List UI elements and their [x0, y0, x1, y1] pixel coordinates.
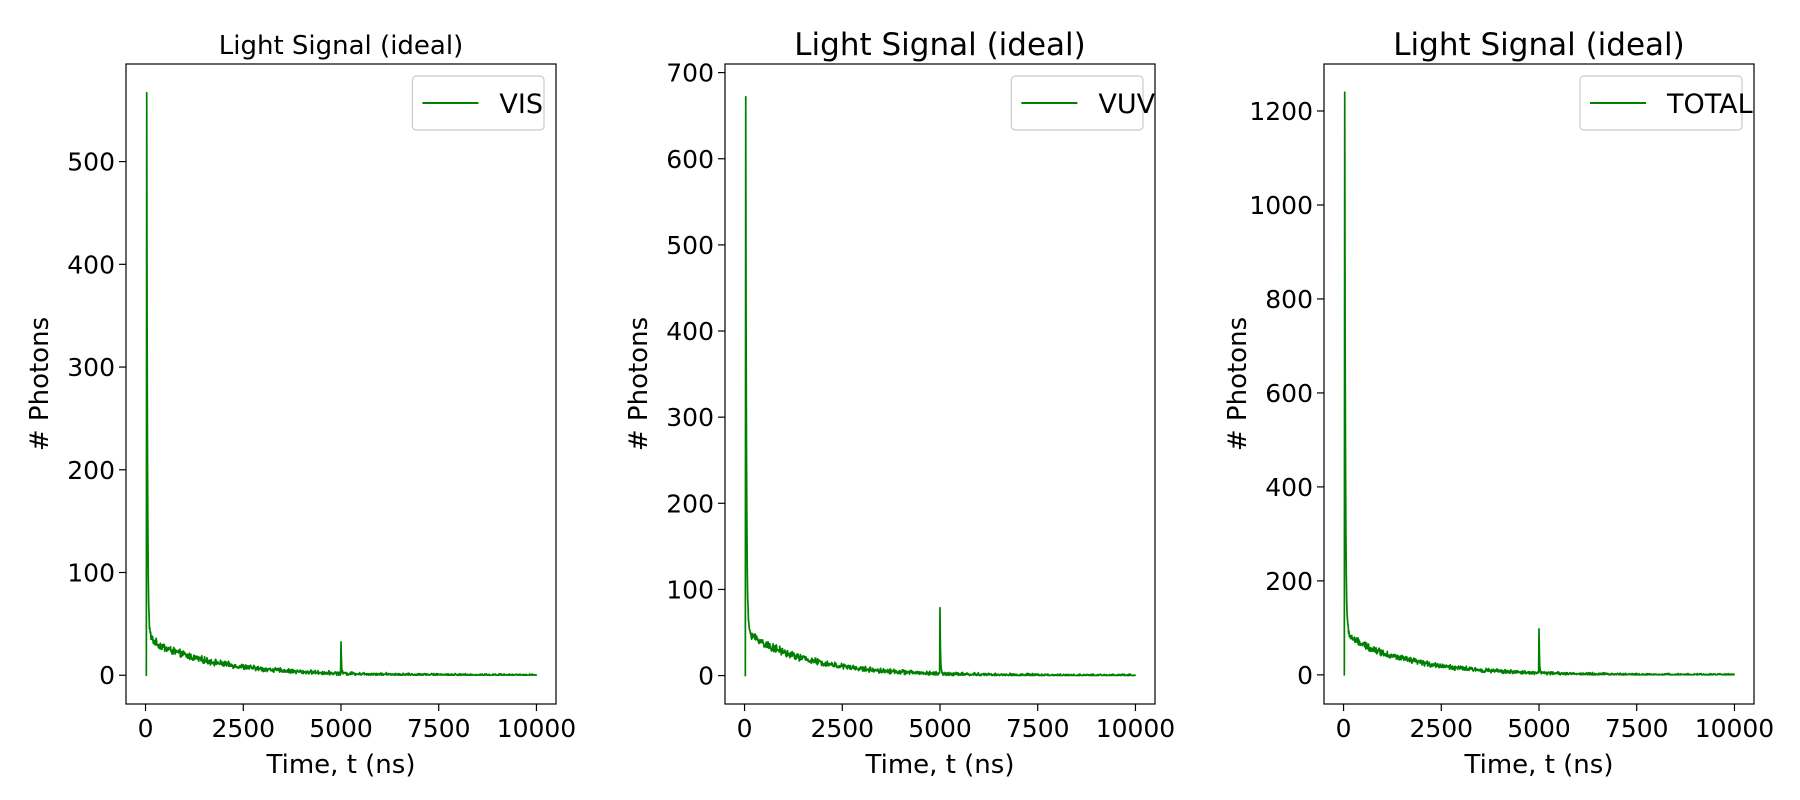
- y-axis-label: # Photons: [1223, 317, 1253, 451]
- x-tick-label: 2500: [810, 714, 874, 743]
- x-tick-label: 7500: [407, 714, 471, 743]
- y-axis-label: # Photons: [624, 317, 654, 451]
- y-tick-label: 600: [666, 145, 714, 174]
- y-tick-label: 1200: [1249, 97, 1313, 126]
- plot-area-frame: [125, 63, 557, 705]
- y-tick-label: 600: [1265, 379, 1313, 408]
- x-axis-label: Time, t (ns): [865, 750, 1015, 780]
- y-tick-label: 200: [666, 489, 714, 518]
- y-tick-label: 0: [698, 662, 714, 691]
- y-axis-label: # Photons: [25, 317, 55, 451]
- x-tick-label: 5000: [908, 714, 972, 743]
- plot-area-frame: [1323, 63, 1755, 705]
- x-tick-label: 0: [138, 714, 154, 743]
- chart-panel-1: Light Signal (ideal) 0 2500 5000 7500 10000 0 1…: [25, 31, 576, 780]
- legend-label: VUV: [1098, 89, 1155, 120]
- y-tick-label: 700: [666, 59, 714, 88]
- y-tick-label: 300: [67, 353, 115, 382]
- y-tick-label: 200: [1265, 567, 1313, 596]
- x-tick-label: 10000: [1695, 714, 1775, 743]
- legend-label: VIS: [499, 89, 543, 120]
- x-axis-label: Time, t (ns): [1464, 750, 1614, 780]
- x-tick-label: 5000: [1507, 714, 1571, 743]
- x-tick-label: 5000: [309, 714, 373, 743]
- y-tick-label: 300: [666, 403, 714, 432]
- y-tick-label: 1000: [1249, 191, 1313, 220]
- y-tick-label: 100: [67, 559, 115, 588]
- x-axis-label: Time, t (ns): [266, 750, 416, 780]
- y-tick-label: 400: [666, 317, 714, 346]
- series-line-vis: [145, 91, 538, 677]
- x-tick-label: 7500: [1605, 714, 1669, 743]
- y-tick-label: 200: [67, 456, 115, 485]
- legend-box: [1579, 75, 1743, 131]
- x-tick-label: 10000: [497, 714, 577, 743]
- y-tick-label: 100: [666, 575, 714, 604]
- x-tick-label: 7500: [1006, 714, 1070, 743]
- legend: VUV: [1010, 75, 1156, 131]
- chart-panel-2: Light Signal (ideal) 0 2500 5000 7500 10000 0 1…: [624, 27, 1175, 780]
- x-tick-label: 2500: [211, 714, 275, 743]
- y-tick-label: 0: [99, 661, 115, 690]
- y-tick-label: 500: [67, 148, 115, 177]
- y-tick-label: 500: [666, 231, 714, 260]
- chart-panel-3: Light Signal (ideal) 0 2500 5000 7500 10000 0 2…: [1223, 27, 1774, 780]
- x-tick-label: 2500: [1409, 714, 1473, 743]
- series-line-vuv: [744, 95, 1137, 677]
- legend: VIS: [411, 75, 545, 131]
- legend: TOTAL: [1579, 75, 1753, 131]
- y-tick-label: 400: [1265, 473, 1313, 502]
- series-line-total: [1343, 91, 1736, 676]
- y-tick-label: 0: [1297, 661, 1313, 690]
- y-tick-label: 400: [67, 250, 115, 279]
- plot-area-frame: [724, 63, 1156, 705]
- x-tick-label: 0: [1336, 714, 1352, 743]
- x-tick-label: 10000: [1096, 714, 1176, 743]
- x-tick-label: 0: [737, 714, 753, 743]
- chart-title: Light Signal (ideal): [794, 27, 1085, 63]
- legend-label: TOTAL: [1666, 89, 1753, 120]
- chart-title: Light Signal (ideal): [219, 31, 463, 61]
- y-tick-label: 800: [1265, 285, 1313, 314]
- chart-title: Light Signal (ideal): [1393, 27, 1684, 63]
